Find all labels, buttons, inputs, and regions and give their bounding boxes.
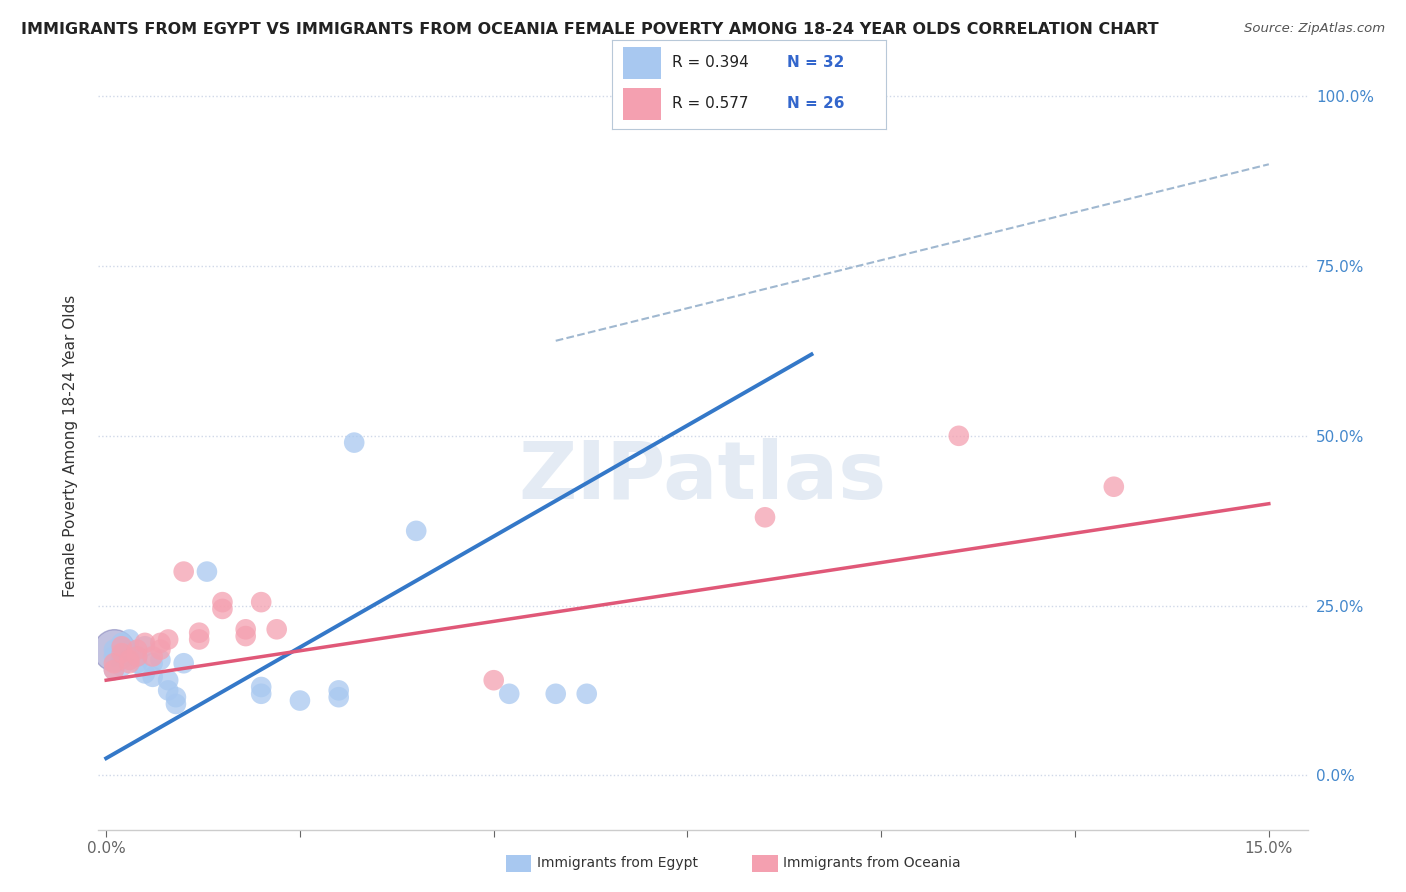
- Bar: [623, 47, 661, 79]
- Point: [118, 653, 141, 667]
- Point: [1102, 480, 1125, 494]
- Point: [103, 642, 125, 657]
- Point: [157, 632, 180, 647]
- Point: [211, 602, 233, 616]
- Point: [118, 657, 141, 671]
- Point: [188, 625, 211, 640]
- Text: N = 32: N = 32: [787, 55, 845, 70]
- Point: [103, 642, 125, 657]
- Text: Immigrants from Oceania: Immigrants from Oceania: [783, 856, 960, 871]
- Point: [111, 659, 134, 673]
- Point: [134, 640, 156, 654]
- Point: [195, 565, 218, 579]
- Text: IMMIGRANTS FROM EGYPT VS IMMIGRANTS FROM OCEANIA FEMALE POVERTY AMONG 18-24 YEAR: IMMIGRANTS FROM EGYPT VS IMMIGRANTS FROM…: [21, 22, 1159, 37]
- Bar: [623, 88, 661, 120]
- Point: [118, 653, 141, 667]
- Point: [173, 565, 195, 579]
- Point: [111, 649, 134, 664]
- Text: R = 0.394: R = 0.394: [672, 55, 748, 70]
- Point: [111, 640, 134, 654]
- Point: [118, 632, 141, 647]
- Point: [134, 666, 156, 681]
- Point: [250, 595, 273, 609]
- Point: [142, 670, 165, 684]
- Point: [111, 636, 134, 650]
- Point: [235, 622, 257, 636]
- Point: [250, 687, 273, 701]
- Text: Source: ZipAtlas.com: Source: ZipAtlas.com: [1244, 22, 1385, 36]
- Point: [103, 663, 125, 677]
- Point: [266, 622, 288, 636]
- Point: [235, 629, 257, 643]
- Point: [149, 636, 172, 650]
- Point: [754, 510, 776, 524]
- Point: [328, 683, 350, 698]
- Text: N = 26: N = 26: [787, 96, 845, 111]
- Point: [544, 687, 567, 701]
- Point: [142, 649, 165, 664]
- Point: [188, 632, 211, 647]
- Point: [498, 687, 520, 701]
- Point: [111, 646, 134, 660]
- Text: ZIPatlas: ZIPatlas: [519, 438, 887, 516]
- Point: [165, 697, 187, 711]
- Point: [482, 673, 505, 688]
- Point: [157, 683, 180, 698]
- Point: [103, 657, 125, 671]
- Point: [142, 657, 165, 671]
- Point: [250, 680, 273, 694]
- Point: [157, 673, 180, 688]
- Point: [165, 690, 187, 705]
- Point: [948, 429, 970, 443]
- Point: [173, 657, 195, 671]
- Point: [127, 642, 149, 657]
- Point: [127, 649, 149, 664]
- Y-axis label: Female Poverty Among 18-24 Year Olds: Female Poverty Among 18-24 Year Olds: [63, 295, 77, 597]
- Text: R = 0.577: R = 0.577: [672, 96, 748, 111]
- Point: [127, 649, 149, 664]
- Point: [288, 693, 311, 707]
- Point: [118, 642, 141, 657]
- Point: [103, 663, 125, 677]
- Point: [134, 636, 156, 650]
- Point: [103, 649, 125, 664]
- Point: [149, 653, 172, 667]
- Point: [405, 524, 427, 538]
- Point: [149, 642, 172, 657]
- Point: [211, 595, 233, 609]
- Point: [343, 435, 366, 450]
- Point: [127, 657, 149, 671]
- Text: Immigrants from Egypt: Immigrants from Egypt: [537, 856, 699, 871]
- Point: [575, 687, 598, 701]
- Point: [328, 690, 350, 705]
